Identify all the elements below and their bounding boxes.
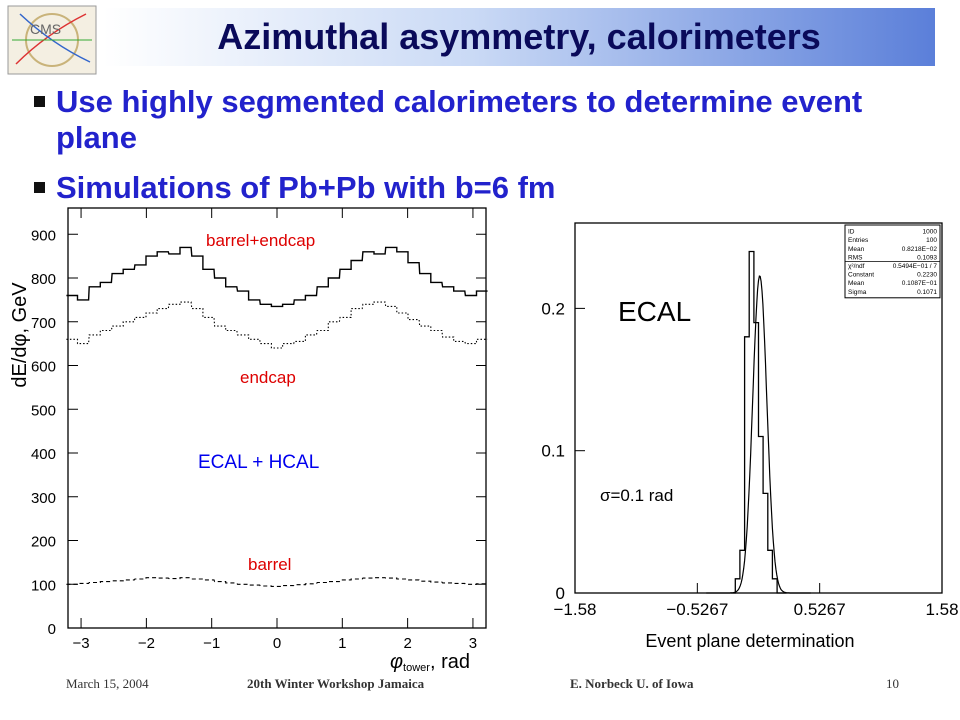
series-group [66,246,488,587]
event-plane-chart: 0 0.1 0.2 −1.58 −0.5267 0.5267 1.58 ECAL σ=0.1… [541,222,959,651]
x-tick-label: −0.5267 [666,600,728,619]
y-axis-label: dE/dφ, GeV [9,282,31,388]
slide-title: Azimuthal asymmetry, calorimeters [217,16,821,57]
logo-text: CMS [30,21,61,37]
y-tick-label: 200 [31,534,56,551]
stats-key: Constant [848,272,874,279]
stats-value: 0.1071 [917,289,937,296]
bullet-list: Use highly segmented calorimeters to det… [34,84,946,220]
annotation-sigma: σ=0.1 rad [600,486,673,505]
bullet-square-icon [34,96,45,107]
x-tick-label: 0.5267 [794,600,846,619]
y-tick-label: 0 [556,584,565,603]
y-tick-label: 700 [31,315,56,332]
y-tick-label: 400 [31,446,56,463]
bullet-text: Use highly segmented calorimeters to det… [56,84,863,155]
stats-value: 0.5494E−01 / 7 [893,263,938,270]
x-tick-label: −1 [203,635,220,652]
y-tick-label: 0.2 [541,299,565,318]
annotation-barrel-endcap: barrel+endcap [206,231,315,250]
footer-page-number: 10 [886,676,899,691]
gaussian-fit-curve [706,275,811,594]
stats-key: Mean [848,246,865,253]
bullet-item: Simulations of Pb+Pb with b=6 fm [34,170,946,206]
stats-value: 0.1093 [917,254,937,261]
axis-ticks: 0 100 200 300 400 500 600 700 800 900 −3 −2 −1 0 1 2 3 [31,208,486,652]
y-tick-label: 0.1 [541,442,565,461]
y-tick-label: 100 [31,577,56,594]
bullet-square-icon [34,182,45,193]
energy-flow-chart: 0 100 200 300 400 500 600 700 800 900 −3 −2 −1 0 1 2 3 b… [9,207,488,674]
stats-key: Sigma [848,289,867,296]
x-axis-label-rest: , rad [430,651,470,673]
x-tick-label: −1.58 [553,600,596,619]
x-axis-label: Event plane determination [645,631,854,651]
series-line-barrel [66,577,488,587]
bullet-text: Simulations of Pb+Pb with b=6 fm [56,170,556,205]
stats-key: Mean [848,280,865,287]
x-tick-label: 3 [469,635,477,652]
footer-author: E. Norbeck U. of Iowa [570,676,694,691]
x-axis-label: φtower, rad [390,651,470,674]
stats-value: 100 [926,237,937,244]
y-tick-label: 0 [48,621,56,638]
y-tick-label: 600 [31,359,56,376]
stats-key: Entries [848,237,869,244]
bullet-item: Use highly segmented calorimeters to det… [34,84,946,156]
y-tick-label: 300 [31,490,56,507]
title-bar [103,8,935,66]
annotation-ecal-hcal: ECAL + HCAL [198,452,319,473]
series-line-endcap [66,301,488,349]
stats-key: RMS [848,254,863,261]
x-axis-label-sub: tower [403,662,430,674]
x-axis-label-main: φ [390,651,403,673]
annotation-endcap: endcap [240,368,296,387]
footer-date: March 15, 2004 [66,676,149,691]
annotation-barrel: barrel [248,555,291,574]
footer-event: 20th Winter Workshop Jamaica [247,676,425,691]
annotation-ecal: ECAL [618,296,691,327]
stats-value: 0.8218E−02 [902,246,938,253]
x-tick-label: −3 [73,635,90,652]
x-tick-label: 2 [403,635,411,652]
stats-value: 1000 [923,229,938,236]
series-group [706,250,811,594]
x-tick-label: 0 [273,635,281,652]
stats-value: 0.1087E−01 [902,280,938,287]
x-tick-label: −2 [138,635,155,652]
stats-key: ID [848,229,855,236]
x-tick-label: 1.58 [925,600,958,619]
stats-box: ID 1000 Entries 100 Mean 0.8218E−02 RMS 0.1093 χ… [844,224,941,299]
y-tick-label: 900 [31,227,56,244]
histogram-bars [730,250,787,594]
y-tick-label: 500 [31,402,56,419]
stats-value: 0.2230 [917,272,937,279]
stats-key: χ²/ndf [848,263,865,270]
series-line-barrel-endcap [66,246,488,308]
cms-logo: CMS [7,5,97,75]
x-tick-label: 1 [338,635,346,652]
axis-ticks: 0 0.1 0.2 −1.58 −0.5267 0.5267 1.58 [541,299,958,619]
y-tick-label: 800 [31,271,56,288]
